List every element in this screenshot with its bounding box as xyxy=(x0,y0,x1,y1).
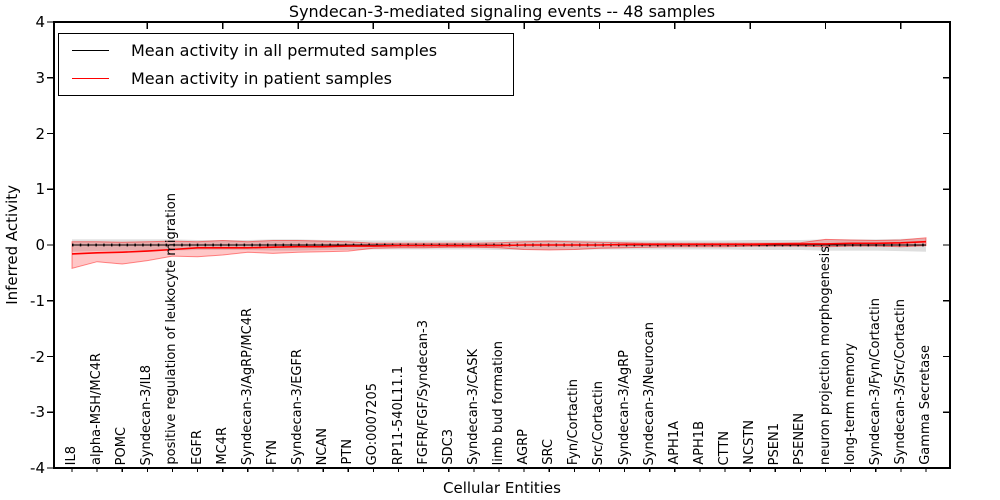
y-tick-label: -1 xyxy=(30,291,45,310)
patient-line-swatch xyxy=(72,78,109,79)
x-tick-label: Syndecan-3/Fyn/Cortactin xyxy=(867,297,883,465)
x-tick-label: CTTN xyxy=(717,430,733,465)
x-tick-label: FGFR/FGF/Syndecan-3 xyxy=(415,320,431,465)
x-tick-label: IL8 xyxy=(64,445,79,465)
x-tick-label: Fyn/Cortactin xyxy=(566,378,582,465)
y-tick-label: -2 xyxy=(30,347,45,366)
patient-band xyxy=(71,237,927,270)
x-tick-label: positive regulation of leukocyte migrati… xyxy=(164,193,180,465)
x-tick-label: APH1B xyxy=(691,421,707,465)
x-tick-label: APH1A xyxy=(666,421,682,465)
x-tick-label: NCAN xyxy=(315,427,331,465)
legend-item-permuted: Mean activity in all permuted samples xyxy=(72,39,513,63)
x-tick-label: SDC3 xyxy=(440,429,456,465)
x-tick-label: long-term memory xyxy=(842,342,858,465)
x-axis-title: Cellular Entities xyxy=(443,479,561,497)
x-tick-label: PTN xyxy=(340,439,356,465)
legend: Mean activity in all permuted samples Me… xyxy=(58,33,514,96)
x-tick-label: Syndecan-3/AgRP xyxy=(616,349,632,465)
x-tick-label: RP11-540L11.1 xyxy=(390,365,406,465)
x-tick-label: Syndecan-3/IL8 xyxy=(139,364,155,465)
chart-title: Syndecan-3-mediated signaling events -- … xyxy=(288,2,716,21)
x-tick-label: Syndecan-3/Neurocan xyxy=(641,321,657,465)
x-tick-label: alpha-MSH/MC4R xyxy=(89,353,105,465)
legend-label-permuted: Mean activity in all permuted samples xyxy=(131,41,438,60)
x-tick-label: EGFR xyxy=(189,430,205,465)
y-tick-label: 0 xyxy=(35,236,45,254)
y-tick-label: 3 xyxy=(35,68,45,87)
y-tick-label: -4 xyxy=(30,459,45,477)
x-tick-label: neuron projection morphogenesis xyxy=(817,246,833,465)
x-tick-label: Syndecan-3/Src/Cortactin xyxy=(892,299,908,465)
legend-label-patient: Mean activity in patient samples xyxy=(131,69,392,88)
patient-mean-line xyxy=(71,240,927,255)
x-tick-label: Gamma Secretase xyxy=(918,345,933,465)
x-tick-label: SRC xyxy=(541,439,557,465)
x-tick-label: FYN xyxy=(264,439,280,465)
legend-item-patient: Mean activity in patient samples xyxy=(72,67,513,91)
x-tick-label: Syndecan-3/AgRP/MC4R xyxy=(239,307,255,465)
x-tick-label: MC4R xyxy=(214,427,230,465)
x-tick-label: GO:0007205 xyxy=(365,382,381,465)
x-tick-label: limb bud formation xyxy=(491,340,506,465)
y-tick-label: 4 xyxy=(35,13,45,31)
x-tick-label: Syndecan-3/CASK xyxy=(465,349,481,465)
x-tick-label: NCSTN xyxy=(742,420,758,465)
permuted-line-swatch xyxy=(72,50,109,51)
x-tick-label: Syndecan-3/EGFR xyxy=(290,349,306,465)
x-tick-label: PSEN1 xyxy=(767,422,783,465)
x-tick-label: POMC xyxy=(114,426,130,465)
y-tick-label: 2 xyxy=(35,124,45,143)
x-tick-label: AGRP xyxy=(516,429,532,465)
y-tick-label: 1 xyxy=(35,180,45,199)
y-tick-label: -3 xyxy=(30,403,45,422)
x-tick-label: PSENEN xyxy=(792,413,808,465)
x-tick-label: Src/Cortactin xyxy=(591,380,607,465)
